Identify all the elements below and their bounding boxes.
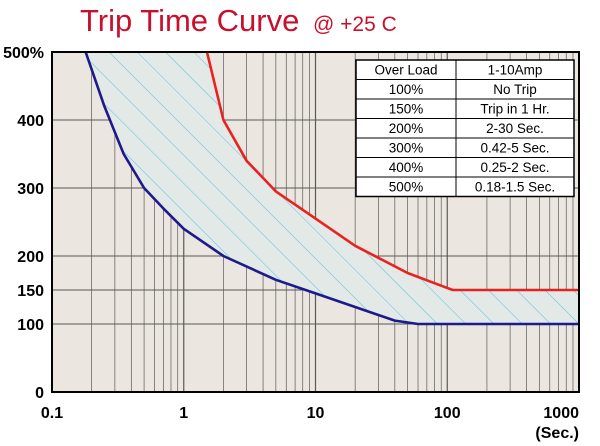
table-cell: 200%	[389, 121, 424, 136]
x-tick-label: 100	[434, 405, 461, 422]
chart-title: Trip Time Curve	[80, 3, 299, 38]
table-cell: 0.42-5 Sec.	[480, 141, 549, 156]
table-cell: Trip in 1 Hr.	[480, 102, 549, 117]
table-cell: 150%	[389, 102, 424, 117]
x-tick-label: 1000	[543, 405, 579, 422]
x-axis-ticks: 0.1 1 10 100 1000	[41, 405, 579, 422]
y-tick-label: 0	[35, 385, 44, 402]
x-tick-label: 0.1	[41, 405, 63, 422]
y-tick-label: 200	[17, 249, 44, 266]
table-cell: 2-30 Sec.	[486, 121, 544, 136]
trip-band	[85, 52, 579, 324]
y-tick-label: 100	[17, 317, 44, 334]
y-tick-label: 150	[17, 283, 44, 300]
table-cell: 0.25-2 Sec.	[480, 160, 549, 175]
y-tick-label: 500%	[3, 45, 44, 62]
x-tick-label: 1	[179, 405, 188, 422]
overload-table: Over Load 1-10Amp 100% No Trip 150% Trip in 1…	[355, 59, 575, 198]
min-trip-curve	[84, 52, 579, 326]
trip-curves	[84, 52, 579, 326]
table-header-cell: 1-10Amp	[488, 63, 543, 78]
max-trip-curve	[205, 52, 579, 292]
table-cell: 500%	[389, 180, 424, 195]
table-frame	[355, 59, 575, 198]
plot-frame	[51, 51, 580, 393]
x-tick-label: 10	[307, 405, 325, 422]
x-axis-label: (Sec.)	[535, 425, 579, 442]
y-tick-label: 300	[17, 181, 44, 198]
table-cell: 100%	[389, 82, 424, 97]
y-axis-ticks: 0 100 150 200 300 400 500%	[3, 45, 44, 402]
table-cell: No Trip	[493, 82, 537, 97]
band-hatch	[85, 52, 579, 324]
table-header-cell: Over Load	[374, 63, 437, 78]
chart-subtitle: @ +25 C	[313, 13, 397, 36]
table-cell: 400%	[389, 160, 424, 175]
y-tick-label: 400	[17, 113, 44, 130]
table-cell: 0.18-1.5 Sec.	[475, 180, 555, 195]
table-cell: 300%	[389, 141, 424, 156]
